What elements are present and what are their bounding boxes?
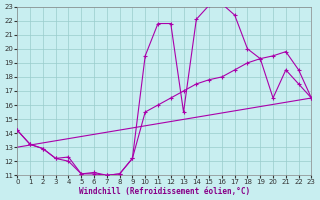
X-axis label: Windchill (Refroidissement éolien,°C): Windchill (Refroidissement éolien,°C) <box>79 187 250 196</box>
